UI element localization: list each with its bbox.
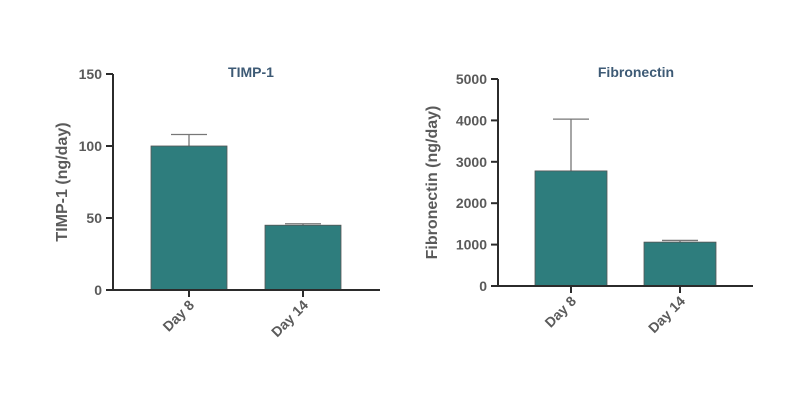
- fibronectin-category-label: Day 14: [645, 293, 688, 336]
- timp1-chart: 0 50 100 150 Day 8 Day 14 TIMP-1 TIMP-1 (ng/day…: [54, 64, 380, 340]
- fibronectin-y-axis-title: Fibronectin (ng/day): [424, 106, 441, 260]
- timp1-chart-title: TIMP-1: [228, 64, 274, 80]
- fibronectin-y-tick-label: 3000: [456, 154, 487, 170]
- fibronectin-y-tick-label: 4000: [456, 112, 487, 128]
- timp1-bar-2: [264, 224, 342, 291]
- fibronectin-bar-2: [643, 241, 717, 287]
- fibronectin-y-tick-label: 1000: [456, 237, 487, 253]
- fibronectin-category-label: Day 8: [541, 293, 579, 331]
- timp1-category-label: Day 8: [159, 297, 197, 335]
- fibronectin-y-tick-label: 5000: [456, 71, 487, 87]
- fibronectin-error-bar-1: [553, 118, 589, 171]
- fibronectin-bar-1: [534, 170, 608, 287]
- fibronectin-chart: 0 1000 2000 3000 4000 5000 Day 8 Day 14 Fibronec…: [424, 64, 753, 336]
- timp1-y-tick-label: 150: [79, 66, 103, 82]
- timp1-y-tick-label: 50: [86, 210, 102, 226]
- fibronectin-chart-title: Fibronectin: [598, 64, 674, 80]
- timp1-category-label: Day 14: [268, 297, 311, 340]
- timp1-y-axis-title: TIMP-1 (ng/day): [54, 122, 71, 241]
- timp1-bar-1: [150, 145, 228, 291]
- timp1-y-tick-label: 100: [79, 138, 103, 154]
- fibronectin-y-tick-label: 2000: [456, 195, 487, 211]
- fibronectin-y-tick-label: 0: [479, 278, 487, 294]
- timp1-error-bar-1: [171, 133, 207, 146]
- timp1-y-tick-label: 0: [94, 282, 102, 298]
